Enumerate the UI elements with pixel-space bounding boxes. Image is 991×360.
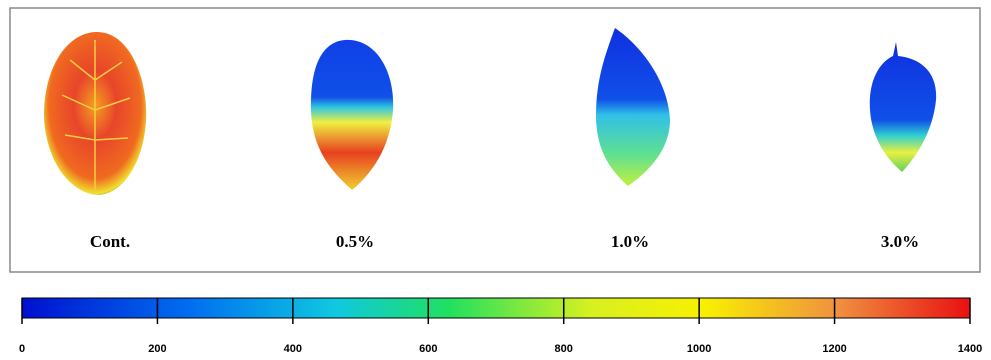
panel-label: 1.0% bbox=[611, 232, 649, 251]
tick-label: 1400 bbox=[958, 343, 982, 355]
tick-label: 1000 bbox=[687, 343, 711, 355]
tick-label: 0 bbox=[19, 343, 25, 355]
tick-label: 1200 bbox=[822, 343, 846, 355]
panel-label: Cont. bbox=[90, 232, 130, 251]
figure: Cont. 0.5% 1.0% 3.0% 0 200 400 600 800 1000 12… bbox=[0, 0, 991, 360]
panel-label: 0.5% bbox=[336, 232, 374, 251]
panel-label: 3.0% bbox=[881, 232, 919, 251]
panel-frame bbox=[10, 8, 980, 272]
tick-label: 400 bbox=[284, 343, 302, 355]
tick-label: 600 bbox=[419, 343, 437, 355]
tick-label: 800 bbox=[555, 343, 573, 355]
tick-label: 200 bbox=[148, 343, 166, 355]
colorbar bbox=[22, 298, 970, 318]
